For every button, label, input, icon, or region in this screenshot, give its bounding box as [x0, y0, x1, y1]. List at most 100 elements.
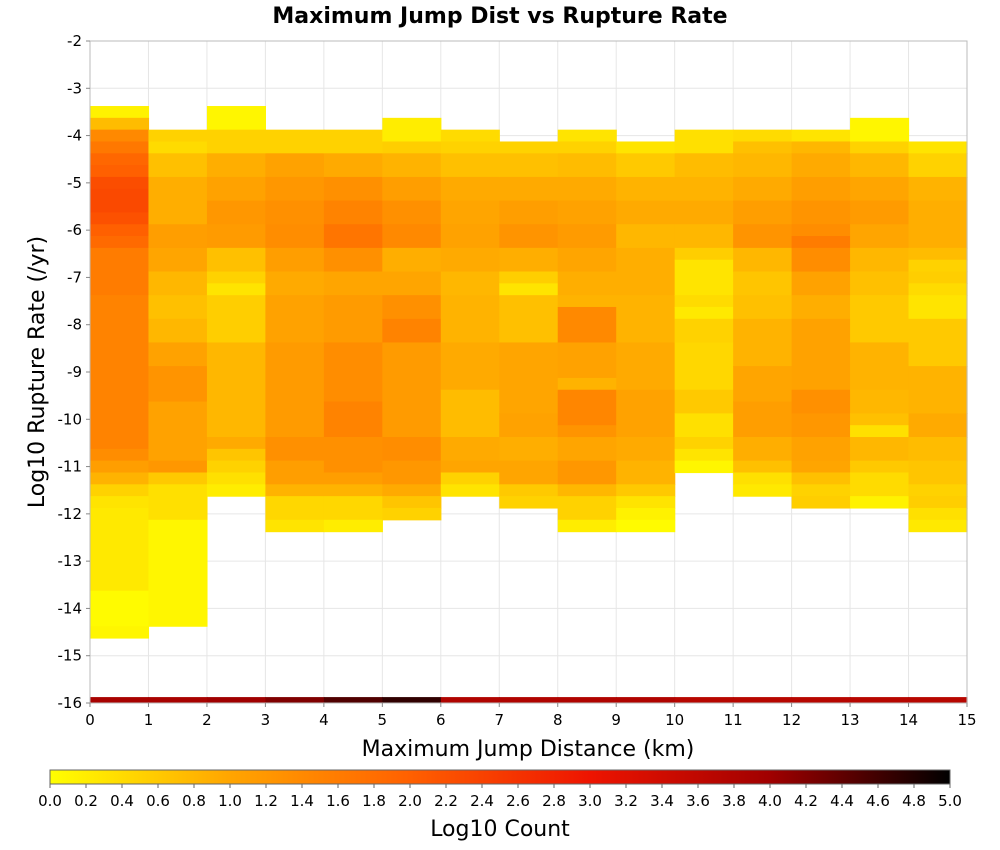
x-tick-label: 14	[899, 711, 918, 729]
colorbar: 0.0 0.2 0.4 0.6 0.8 1.0 1.2 1.4 1.6 1.8 2.0 2.2 2.4 2…	[38, 769, 962, 842]
heatmap-cell	[382, 247, 442, 273]
heatmap-cell	[90, 106, 150, 119]
heatmap-cell	[616, 496, 676, 509]
colorbar-tick-label: 3.8	[722, 792, 746, 810]
heatmap-cell	[616, 437, 676, 462]
heatmap-cell	[382, 342, 442, 438]
heatmap-cell	[791, 224, 851, 237]
heatmap-cell	[265, 200, 325, 225]
heatmap-cell	[206, 247, 266, 273]
x-tick-label: 1	[144, 711, 154, 729]
heatmap-cell	[265, 496, 325, 521]
heatmap-cell	[616, 342, 676, 391]
heatmap-cell	[733, 318, 793, 367]
x-axis-ticks: 0 1 2 3 4 5 6 7 8 9 10 11 12 13 14 15	[85, 703, 977, 729]
heatmap-cell	[206, 106, 266, 131]
heatmap-cell	[90, 448, 150, 462]
y-tick-label: -7	[67, 268, 82, 286]
heatmap-cell	[148, 129, 208, 143]
heatmap-cell	[499, 247, 559, 273]
heatmap-cell	[90, 295, 150, 414]
heatmap-cell	[557, 224, 617, 249]
heatmap-cell	[557, 377, 617, 391]
heatmap-cell	[733, 176, 793, 202]
heatmap-cell	[557, 342, 617, 379]
heatmap-cell	[265, 295, 325, 344]
heatmap-cell	[616, 200, 676, 225]
heatmap-cell	[90, 224, 150, 237]
heatmap-cell	[90, 460, 150, 474]
heatmap-cell	[265, 697, 325, 703]
x-axis-label: Maximum Jump Distance (km)	[362, 737, 695, 762]
heatmap-cell	[674, 295, 734, 308]
heatmap-cell	[265, 153, 325, 178]
heatmap-cell	[90, 472, 150, 485]
heatmap-cell	[499, 176, 559, 202]
heatmap-cell	[265, 484, 325, 497]
colorbar-tick-label: 4.8	[902, 792, 926, 810]
heatmap-cell	[791, 200, 851, 225]
heatmap-cell	[616, 460, 676, 485]
x-tick-label: 6	[436, 711, 446, 729]
heatmap-cell	[674, 697, 734, 703]
heatmap-cell	[557, 306, 617, 344]
heatmap-cell	[908, 271, 968, 284]
heatmap-cell	[323, 153, 383, 178]
heatmap-cell	[791, 295, 851, 320]
heatmap-cell	[499, 342, 559, 414]
heatmap-cell	[90, 129, 150, 143]
heatmap-cell	[148, 176, 208, 225]
heatmap-cell	[908, 176, 968, 202]
heatmap-cell	[499, 141, 559, 154]
colorbar-tick-label: 2.4	[470, 792, 494, 810]
heatmap-cell	[674, 224, 734, 249]
colorbar-tick-label: 2.2	[434, 792, 458, 810]
heatmap-cell	[148, 401, 208, 438]
heatmap-cell	[557, 153, 617, 178]
heatmap-cell	[499, 224, 559, 249]
heatmap-cell	[265, 129, 325, 154]
colorbar-tick-label: 4.0	[758, 792, 782, 810]
heatmap-cell	[616, 247, 676, 296]
heatmap-cell	[440, 484, 500, 497]
colorbar-tick-label: 4.6	[866, 792, 890, 810]
heatmap-cell	[850, 697, 910, 703]
heatmap-cell	[791, 236, 851, 249]
y-tick-label: -6	[67, 221, 82, 239]
heatmap-cell	[148, 224, 208, 249]
heatmap-cell	[616, 484, 676, 497]
heatmap-cell	[499, 271, 559, 284]
y-tick-label: -12	[58, 505, 83, 523]
colorbar-tick-label: 0.4	[110, 792, 134, 810]
colorbar-tick-label: 4.4	[830, 792, 854, 810]
heatmap-cell	[499, 295, 559, 344]
heatmap-cell	[440, 153, 500, 178]
heatmap-cell	[499, 496, 559, 509]
heatmap-cell	[382, 271, 442, 296]
heatmap-cell	[791, 141, 851, 154]
heatmap-cell	[850, 460, 910, 474]
x-tick-label: 3	[261, 711, 271, 729]
heatmap-cell	[440, 460, 500, 474]
heatmap-cell	[557, 484, 617, 497]
heatmap-cell	[557, 519, 617, 533]
heatmap-cell	[90, 200, 150, 214]
heatmap-cell	[499, 153, 559, 178]
heatmap-cell	[265, 247, 325, 273]
colorbar-tick-label: 2.6	[506, 792, 530, 810]
heatmap-cell	[791, 129, 851, 143]
heatmap-cell	[674, 342, 734, 391]
heatmap-cell	[323, 342, 383, 403]
heatmap-cell	[440, 472, 500, 485]
heatmap-cell	[440, 271, 500, 296]
heatmap-cell	[850, 413, 910, 426]
y-tick-label: -5	[67, 174, 82, 192]
x-tick-label: 4	[319, 711, 329, 729]
heatmap-cell	[791, 318, 851, 391]
heatmap-cell	[674, 460, 734, 474]
heatmap-cell	[90, 413, 150, 450]
heatmap-cell	[850, 342, 910, 391]
heatmap-cell	[733, 472, 793, 485]
heatmap-cell	[850, 176, 910, 202]
y-tick-label: -13	[58, 552, 83, 570]
